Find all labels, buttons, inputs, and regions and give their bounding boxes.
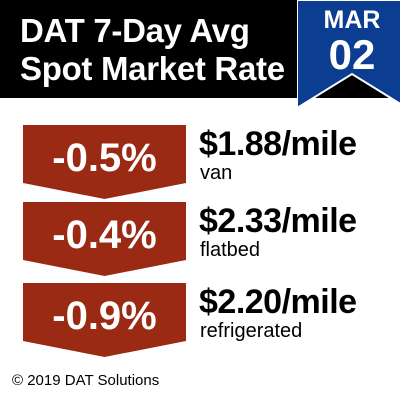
- rate-row-flatbed: -0.4% $2.33/mile flatbed: [0, 202, 400, 278]
- date-badge: [297, 0, 400, 110]
- date-day: 02: [328, 31, 376, 78]
- change-value: -0.5%: [52, 136, 157, 180]
- date-month: MAR: [323, 6, 381, 34]
- header-title-line1: DAT 7-Day Avg: [20, 12, 250, 49]
- header-title: DAT 7-Day Avg Spot Market Rate: [20, 12, 300, 88]
- rate-row-refrigerated: -0.9% $2.20/mile refrigerated: [0, 283, 400, 359]
- rate-value: $2.20/mile: [199, 283, 357, 321]
- change-badge: [23, 283, 186, 357]
- equipment-label: van: [200, 162, 233, 184]
- change-value: -0.9%: [52, 294, 157, 338]
- change-badge-shape: [23, 283, 186, 357]
- header-title-line2: Spot Market Rate: [20, 50, 285, 87]
- equipment-label: refrigerated: [200, 320, 303, 342]
- change-badge-shape: [23, 202, 186, 276]
- date-badge-shape: [297, 0, 400, 110]
- change-value: -0.4%: [52, 213, 157, 257]
- change-badge: [23, 125, 186, 199]
- equipment-label: flatbed: [200, 239, 261, 261]
- change-badge-shape: [23, 125, 186, 199]
- copyright-footer: © 2019 DAT Solutions: [12, 372, 160, 389]
- rate-row-van: -0.5% $1.88/mile van: [0, 125, 400, 201]
- rate-value: $2.33/mile: [199, 202, 357, 240]
- rate-value: $1.88/mile: [199, 125, 357, 163]
- change-badge: [23, 202, 186, 276]
